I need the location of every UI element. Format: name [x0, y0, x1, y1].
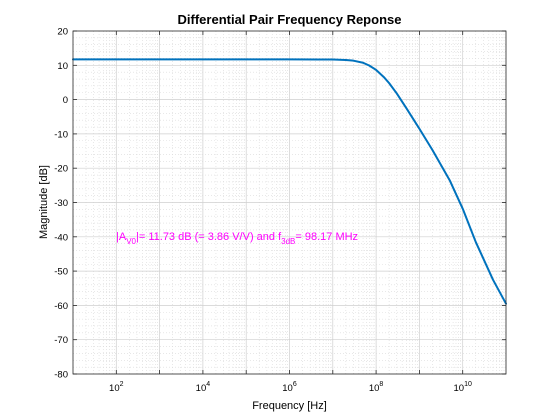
y-tick-label: 20	[57, 27, 68, 38]
annotation-sub-b: 3dB	[281, 237, 295, 246]
x-tick-exponent: 4	[206, 381, 210, 388]
y-tick-label: 0	[63, 95, 68, 106]
y-tick-label: -10	[54, 129, 68, 140]
y-tick-label: -70	[54, 335, 68, 346]
y-axis-label: Magnitude [dB]	[38, 165, 50, 239]
x-tick-base: 10	[369, 383, 380, 394]
y-tick-label: -80	[54, 370, 68, 381]
annotation-sub-a: V0	[126, 237, 136, 246]
x-tick-exponent: 10	[464, 381, 472, 388]
x-tick-label: 102	[109, 381, 124, 394]
x-tick-base: 10	[196, 383, 207, 394]
x-tick-label: 106	[282, 381, 297, 394]
x-axis-label: Frequency [Hz]	[252, 400, 327, 412]
annotation-text-c: = 98.17 MHz	[295, 231, 358, 243]
x-tick-exponent: 2	[120, 381, 124, 388]
gain-bandwidth-annotation: |AV0|= 11.73 dB (= 3.86 V/V) and f3dB= 9…	[116, 231, 358, 246]
y-tick-label: -60	[54, 301, 68, 312]
grid	[73, 31, 506, 374]
x-tick-exponent: 6	[293, 381, 297, 388]
chart-title: Differential Pair Frequency Reponse	[178, 12, 402, 27]
y-tick-label: -40	[54, 232, 68, 243]
data-layer	[72, 58, 507, 305]
y-tick-label: 10	[57, 61, 68, 72]
y-tick-label: -30	[54, 198, 68, 209]
annotation-text-a: |A	[116, 231, 127, 243]
x-tick-base: 10	[282, 383, 293, 394]
series-line	[72, 58, 507, 305]
x-tick-label: 1010	[454, 381, 472, 394]
x-tick-exponent: 8	[379, 381, 383, 388]
x-tick-base: 10	[109, 383, 120, 394]
x-tick-label: 104	[196, 381, 211, 394]
y-tick-label: -50	[54, 267, 68, 278]
x-tick-base: 10	[454, 383, 465, 394]
y-tick-label: -20	[54, 164, 68, 175]
x-tick-label: 108	[369, 381, 384, 394]
annotation-text-b: |= 11.73 dB (= 3.86 V/V) and f	[136, 231, 282, 243]
